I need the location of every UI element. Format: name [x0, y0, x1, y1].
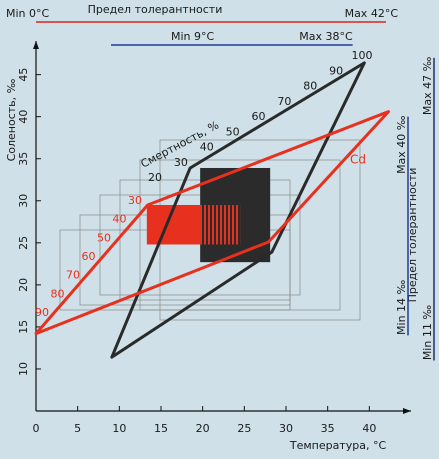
mortality-level-label: 50	[226, 125, 240, 138]
y-tick-label: 25	[17, 236, 30, 250]
x-tick-label: 30	[279, 422, 293, 435]
y-tick-label: 30	[17, 194, 30, 208]
mortality-level-label: 50	[97, 231, 111, 244]
x-tick-label: 25	[237, 422, 251, 435]
tolerance-zone	[200, 204, 241, 245]
mortality-level-label: 40	[113, 213, 127, 226]
mortality-level-label: 60	[82, 250, 96, 263]
tolerance-polygon	[34, 110, 390, 336]
temperature-max-label: Max 42°C	[345, 7, 399, 20]
y-axis-arrow	[33, 41, 39, 49]
x-tick-label: 20	[196, 422, 210, 435]
y-tick-label: 40	[17, 110, 30, 124]
mortality-level-label: 90	[35, 306, 49, 319]
x-tick-label: 35	[321, 422, 335, 435]
y-tick-label: 35	[17, 152, 30, 166]
temperature-tolerance-title: Предел толерантности	[88, 3, 223, 16]
mortality-level-label: 70	[66, 269, 80, 282]
mortality-level-label: 100	[352, 49, 373, 62]
x-tick-label: 5	[74, 422, 81, 435]
salinity-min-label: Min 11 ‰	[421, 305, 434, 361]
x-axis-title: Температура, °C	[289, 439, 387, 452]
mortality-level-label: 40	[200, 141, 214, 154]
mortality-level-label: 70	[277, 95, 291, 108]
mortality-level-label: 30	[128, 194, 142, 207]
mortality-level-label: 80	[51, 287, 65, 300]
y-tick-label: 15	[17, 320, 30, 334]
mortality-level-label: 60	[252, 110, 266, 123]
y-tick-label: 20	[17, 278, 30, 292]
x-tick-label: 0	[33, 422, 40, 435]
x-axis-arrow	[403, 408, 411, 414]
salinity-max-label: Max 40 ‰	[395, 115, 408, 174]
salinity-min-label: Min 14 ‰	[395, 279, 408, 335]
y-tick-label: 45	[17, 68, 30, 82]
y-tick-label: 10	[17, 362, 30, 376]
temperature-min-label: Min 9°C	[171, 30, 215, 43]
contour-lines	[59, 139, 361, 321]
tolerance-polygon	[110, 61, 366, 359]
x-tick-label: 15	[154, 422, 168, 435]
temperature-max-label: Max 38°C	[299, 30, 353, 43]
shape-label: Cd	[350, 153, 366, 167]
salinity-max-label: Max 47 ‰	[421, 56, 434, 115]
mortality-level-label: 80	[303, 80, 317, 93]
mortality-level-label: 20	[148, 171, 162, 184]
salinity-tolerance-title: Предел толерантности	[406, 168, 419, 303]
x-tick-label: 40	[362, 422, 376, 435]
mortality-level-label: 90	[329, 64, 343, 77]
y-axis-title: Соленость, ‰	[5, 78, 18, 161]
mortality-level-label: 30	[174, 156, 188, 169]
x-tick-label: 10	[112, 422, 126, 435]
temperature-min-label: Min 0°C	[6, 7, 50, 20]
